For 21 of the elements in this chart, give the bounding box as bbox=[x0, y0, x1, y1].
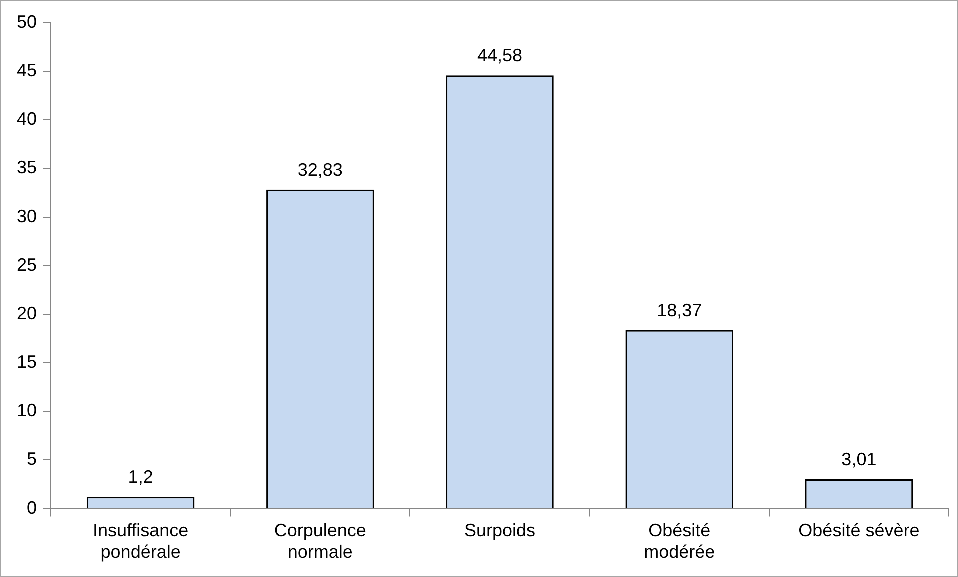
x-tick-label: Obésité modérée bbox=[644, 520, 716, 562]
y-tick-label: 10 bbox=[16, 400, 38, 421]
x-tick-label: Insuffisance pondérale bbox=[92, 520, 189, 562]
y-tick-label: 25 bbox=[16, 254, 38, 275]
x-tick-label: Surpoids bbox=[464, 520, 536, 541]
data-label: 18,37 bbox=[657, 300, 702, 320]
x-tick-label: Obésité sévère bbox=[798, 520, 920, 541]
y-tick-label: 50 bbox=[16, 12, 38, 32]
x-tick-label: Corpulence normale bbox=[274, 520, 366, 562]
y-tick-label: 30 bbox=[16, 206, 38, 226]
y-tick-label: 45 bbox=[16, 60, 38, 81]
y-tick-label: 5 bbox=[27, 449, 38, 470]
data-label: 1,2 bbox=[128, 467, 154, 488]
y-tick-label: 20 bbox=[16, 303, 38, 324]
y-tick-label: 0 bbox=[27, 498, 38, 518]
y-tick-label: 35 bbox=[16, 158, 38, 178]
y-tick-label: 15 bbox=[16, 352, 38, 372]
data-label: 3,01 bbox=[842, 450, 877, 470]
data-label: 44,58 bbox=[477, 46, 523, 66]
data-label: 32,83 bbox=[298, 160, 343, 180]
y-tick-label: 40 bbox=[16, 109, 38, 130]
